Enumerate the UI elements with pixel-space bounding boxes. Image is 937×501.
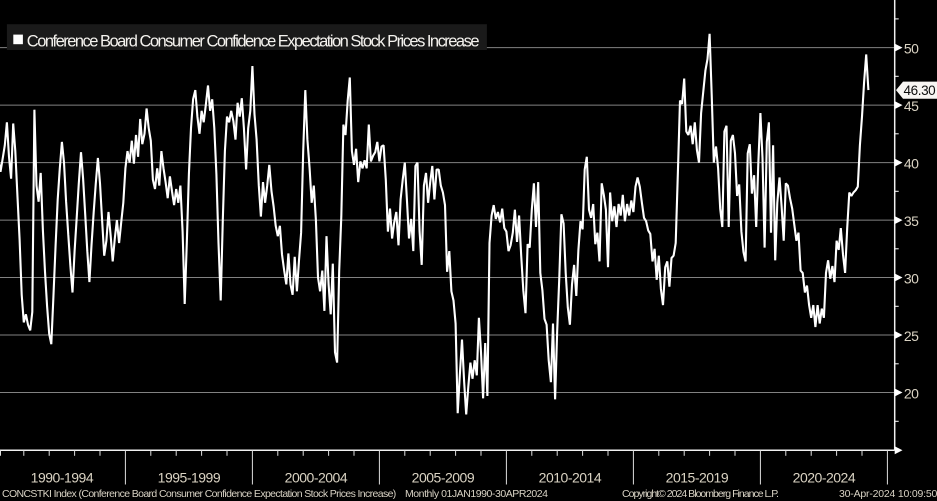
svg-text:45: 45 <box>904 98 919 114</box>
svg-text:2015-2019: 2015-2019 <box>666 470 729 486</box>
svg-text:25: 25 <box>904 328 919 344</box>
svg-text:2010-2014: 2010-2014 <box>539 470 602 486</box>
svg-text:2005-2009: 2005-2009 <box>412 470 475 486</box>
svg-text:2020-2024: 2020-2024 <box>793 470 856 486</box>
svg-text:40: 40 <box>904 155 919 171</box>
svg-text:Conference Board Consumer Conf: Conference Board Consumer Confidence Exp… <box>27 32 480 50</box>
svg-text:1995-1999: 1995-1999 <box>158 470 221 486</box>
svg-text:1990-1994: 1990-1994 <box>31 470 94 486</box>
svg-text:30: 30 <box>904 270 919 286</box>
svg-text:50: 50 <box>904 40 919 56</box>
svg-text:35: 35 <box>904 213 919 229</box>
svg-text:2000-2004: 2000-2004 <box>285 470 348 486</box>
svg-text:46.30: 46.30 <box>904 83 936 98</box>
svg-text:20: 20 <box>904 385 919 401</box>
